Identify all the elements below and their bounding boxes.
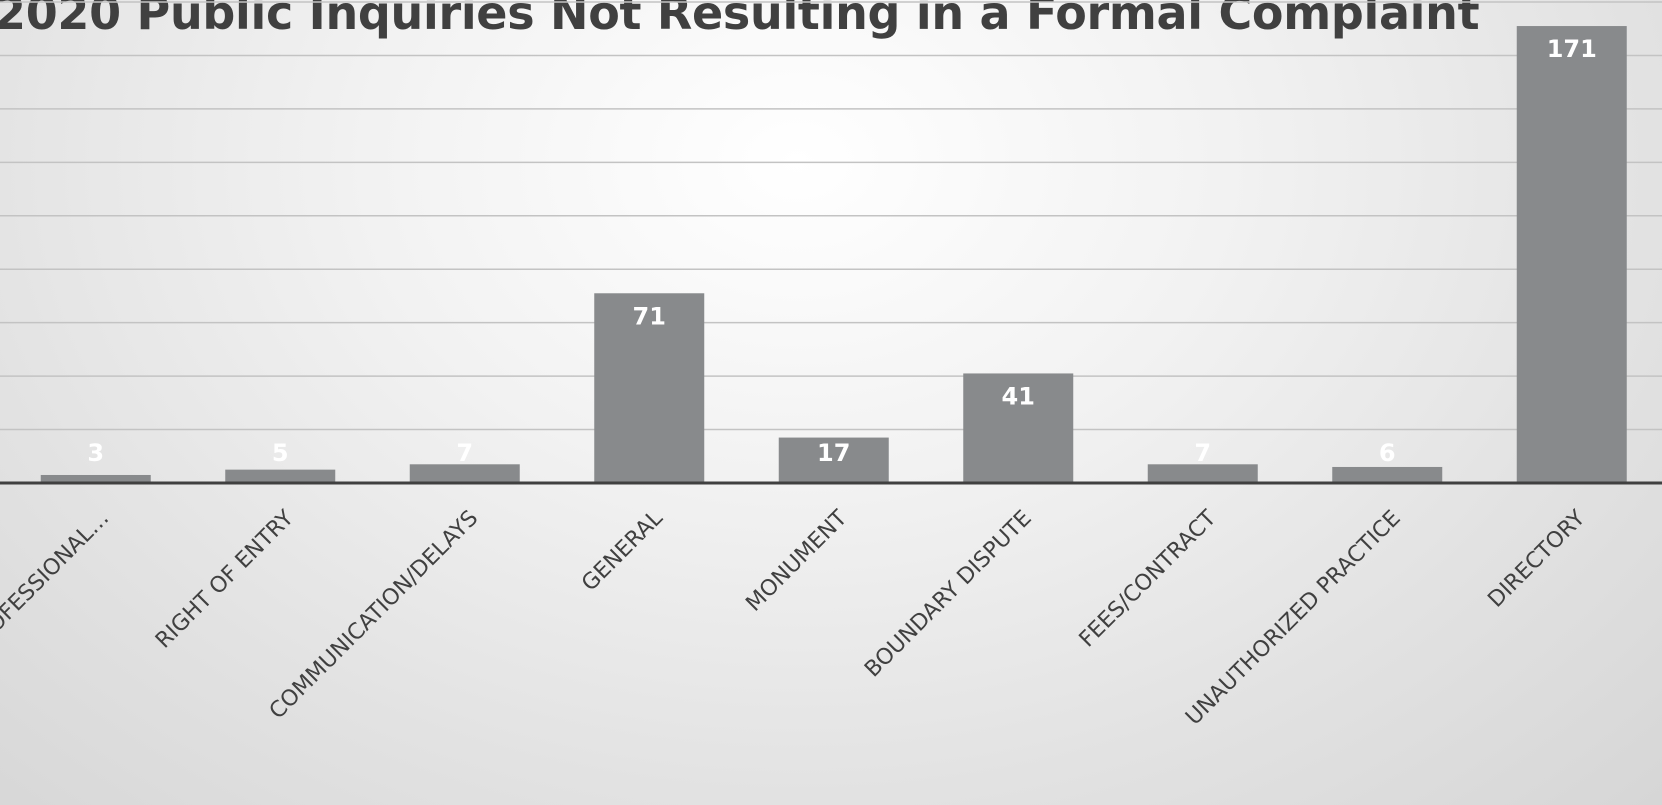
data-label: 7: [1194, 439, 1211, 467]
bar: [963, 373, 1074, 483]
x-tick-label: MONUMENT: [741, 505, 852, 616]
data-labels: 3 5 7 71 17 41 7 6 171: [87, 35, 1596, 467]
bars: [40, 26, 1627, 484]
bar: [409, 464, 520, 483]
bar: [594, 293, 705, 483]
gridlines: [0, 1, 1662, 431]
x-tick-label: GENERAL: [577, 505, 668, 596]
data-label: 17: [817, 439, 850, 467]
data-label: 41: [1002, 382, 1035, 410]
x-tick-label: BOUNDARY DISPUTE: [860, 506, 1037, 683]
x-tick-label: DIRECTORY: [1483, 505, 1590, 612]
bar: [1147, 464, 1258, 483]
x-tick-label: FEES/CONTRACT: [1075, 505, 1222, 652]
bar: [225, 469, 336, 483]
x-tick-label: UNPROFESSIONAL…: [0, 506, 114, 681]
chart-title: 2020 Public Inquiries Not Resulting in a…: [0, 0, 1480, 40]
x-tick-label: RIGHT OF ENTRY: [151, 505, 299, 653]
bar: [1516, 26, 1627, 484]
bar: [1332, 466, 1443, 483]
x-tick-label: UNAUTHORIZED PRACTICE: [1181, 506, 1406, 731]
data-label: 6: [1379, 439, 1396, 467]
data-label: 171: [1547, 35, 1597, 63]
data-label: 5: [272, 439, 289, 467]
bar: [778, 437, 889, 483]
bar: [40, 474, 151, 483]
x-tick-labels: UNPROFESSIONAL… RIGHT OF ENTRYCOMMUNICATI…: [0, 505, 1591, 730]
x-tick-label: COMMUNICATION/DELAYS: [265, 506, 483, 724]
data-label: 3: [87, 439, 104, 467]
data-label: 71: [633, 302, 666, 330]
data-label: 7: [456, 439, 473, 467]
